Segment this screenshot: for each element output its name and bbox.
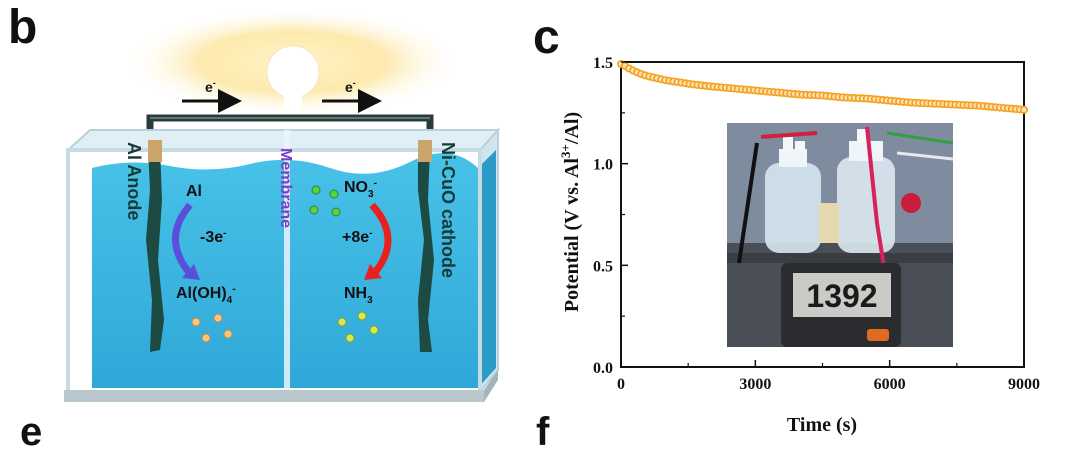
light-bulb-icon [266,45,320,110]
panel-e-letter-partial: e [20,410,43,454]
anode-label: Al Anode [124,142,144,220]
anode-electrons: -3e [200,229,223,246]
series-point [1019,105,1028,114]
svg-text:e-: e- [345,78,356,95]
y-axis-label: Potential (V vs. Al3+/Al) [558,112,583,312]
electron-label-right: e [345,79,353,95]
nitrate-particles [309,185,341,217]
y-tick-label: 0.5 [593,258,613,275]
electron-label-left: e [205,79,213,95]
ammonia-particles [337,311,379,343]
potential-chart: 0 3000 6000 9000 0.0 0.5 1.0 1.5 Time (s) Poten… [558,55,1040,436]
anode-electrode [146,148,164,352]
x-tick-label: 9000 [1008,376,1040,393]
svg-text:NH3: NH3 [344,285,373,306]
y-tick-label: 0.0 [593,360,613,377]
meter-reading: 1392 [806,278,877,314]
svg-text:+8e-: +8e- [342,228,372,246]
anode-reaction-arrow [172,202,195,279]
anode-reactant: Al [186,183,202,200]
membrane [284,130,290,390]
cell-illustration: e- e- Al Anode Membrane Ni-CuO cathode A… [64,7,501,402]
panel-c-letter: c [533,11,560,64]
svg-text:NO3-: NO3- [344,178,377,200]
y-tick-label: 1.5 [593,55,613,72]
cathode-label: Ni-CuO cathode [438,142,458,278]
panel-f-letter-partial: f [536,410,550,454]
svg-text:e-: e- [205,78,216,95]
anode-particles [191,313,233,343]
x-axis-label: Time (s) [787,414,857,436]
cathode-electrons: +8e [342,229,369,246]
y-tick-label: 1.0 [593,157,613,174]
anode-product: Al(OH) [176,285,227,302]
x-tick-label: 6000 [874,376,906,393]
cathode-reaction-arrow [369,202,392,279]
cathode-electrode [418,148,434,352]
svg-text:Al(OH)4-: Al(OH)4- [176,284,236,306]
cathode-reactant: NO [344,179,368,196]
x-tick-label: 0 [617,376,625,393]
panel-b-letter: b [8,1,38,54]
cathode-product: NH [344,285,367,302]
membrane-label: Membrane [277,148,294,228]
svg-text:-3e-: -3e- [200,228,226,246]
x-tick-label: 3000 [739,376,771,393]
inset-photo: 1392 [727,123,953,347]
